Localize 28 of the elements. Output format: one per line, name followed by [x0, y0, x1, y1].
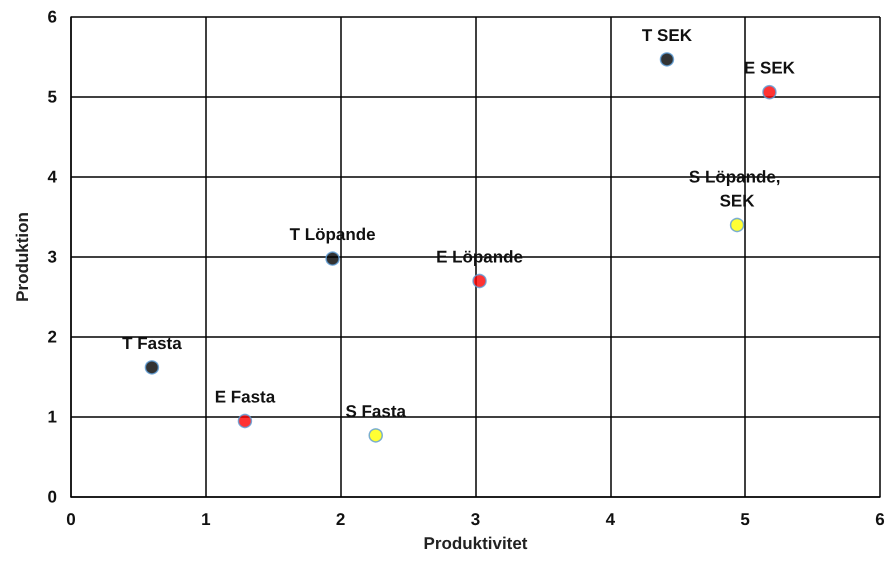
annotation: S Fasta — [345, 402, 406, 421]
point — [325, 251, 340, 266]
x-tick-label: 0 — [66, 510, 76, 529]
x-tick-label: 1 — [201, 510, 211, 529]
x-tick-label: 6 — [875, 510, 885, 529]
x-tick-label: 5 — [740, 510, 750, 529]
y-tick-label: 5 — [48, 88, 57, 106]
y-axis-title: Produktion — [13, 212, 32, 302]
point — [238, 414, 252, 428]
y-tick-label: 4 — [48, 168, 58, 186]
y-tick-label: 1 — [48, 408, 57, 426]
point — [472, 274, 487, 288]
y-tick-label: 3 — [48, 248, 57, 266]
y-tick-label: 2 — [48, 328, 57, 346]
y-tick-label: 0 — [48, 488, 57, 506]
point — [762, 84, 777, 100]
point — [368, 428, 383, 443]
annotation: T Fasta — [122, 334, 182, 353]
x-tick-label: 3 — [470, 510, 480, 529]
point — [144, 360, 160, 375]
annotation: T SEK — [642, 26, 693, 45]
y-tick-label: 6 — [48, 8, 57, 26]
x-tick-label: 2 — [336, 510, 346, 529]
annotation: E Fasta — [214, 388, 276, 406]
x-tick-label: 4 — [606, 510, 616, 529]
point — [660, 52, 674, 67]
point — [730, 218, 744, 232]
x-axis-title: Produktivitet — [424, 534, 528, 553]
